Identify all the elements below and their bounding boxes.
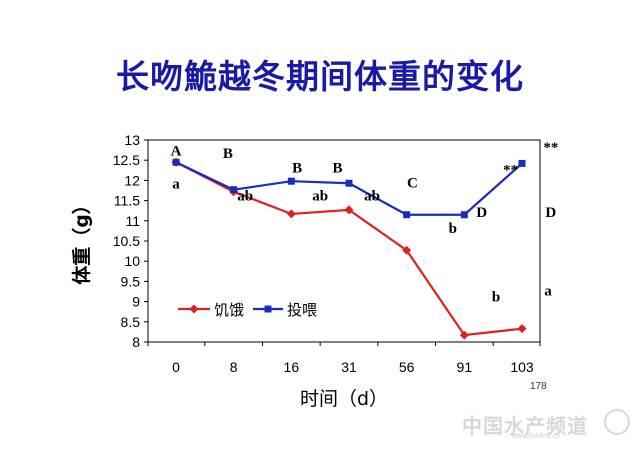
data-point-starved (402, 245, 412, 255)
significance-label: ** (503, 162, 518, 178)
x-tick-label: 103 (510, 359, 534, 375)
x-axis-title: 时间（d） (300, 388, 388, 410)
data-point-fed (518, 159, 526, 167)
data-point-fed (345, 179, 353, 187)
legend-label-fed: 投喂 (287, 301, 317, 319)
watermark-logo-icon (604, 409, 630, 435)
x-tick-label: 8 (230, 359, 238, 375)
significance-label: ab (312, 189, 328, 205)
significance-label: A (171, 143, 182, 159)
data-point-fed (460, 211, 468, 219)
legend-marker-fed (264, 305, 272, 313)
y-tick-label: 8 (132, 334, 140, 350)
y-tick-label: 12 (124, 172, 140, 188)
data-point-fed (172, 158, 180, 166)
y-axis-title: 体重（g） (70, 195, 93, 285)
data-point-starved (286, 209, 296, 219)
y-tick-label: 10 (124, 253, 140, 269)
data-point-starved (517, 324, 527, 334)
data-point-starved (344, 205, 354, 215)
legend-marker-starved (189, 304, 199, 314)
significance-label: D (545, 205, 556, 221)
page-number: 178 (530, 381, 547, 392)
significance-label: ab (237, 189, 253, 205)
significance-label: C (407, 176, 418, 192)
y-tick-label: 12.5 (113, 152, 140, 168)
x-tick-label: 56 (399, 359, 415, 375)
y-tick-label: 11 (125, 213, 140, 229)
y-tick-label: 10.5 (113, 233, 140, 249)
significance-label: a (544, 284, 552, 300)
x-tick-label: 0 (172, 359, 180, 375)
watermark-url: www.fishfirst.cn (512, 433, 561, 440)
slide-title: 长吻鮠越冬期间体重的变化 (116, 57, 524, 96)
watermark-text: 中国水产频道 (462, 414, 588, 438)
significance-label: ** (543, 140, 558, 156)
significance-label: b (449, 221, 457, 237)
significance-label: B (223, 146, 233, 162)
significance-label: ab (364, 189, 380, 205)
y-tick-label: 13 (124, 132, 140, 148)
x-tick-label: 16 (284, 359, 300, 375)
y-tick-label: 8.5 (121, 314, 141, 330)
significance-label: b (492, 290, 500, 306)
data-point-fed (230, 186, 238, 194)
y-tick-label: 9.5 (121, 273, 141, 289)
plot-frame (147, 139, 541, 343)
data-point-fed (403, 211, 411, 219)
significance-label: B (292, 160, 302, 176)
legend-label-starved: 饥饿 (214, 301, 244, 319)
significance-label: D (476, 205, 487, 221)
y-tick-label: 11.5 (114, 193, 140, 209)
x-tick-label: 91 (457, 359, 473, 375)
y-tick-label: 9 (132, 294, 140, 310)
data-point-fed (287, 177, 295, 185)
data-point-starved (459, 330, 469, 340)
x-tick-label: 31 (341, 359, 357, 375)
significance-label: a (172, 176, 180, 192)
significance-label: B (332, 160, 342, 176)
